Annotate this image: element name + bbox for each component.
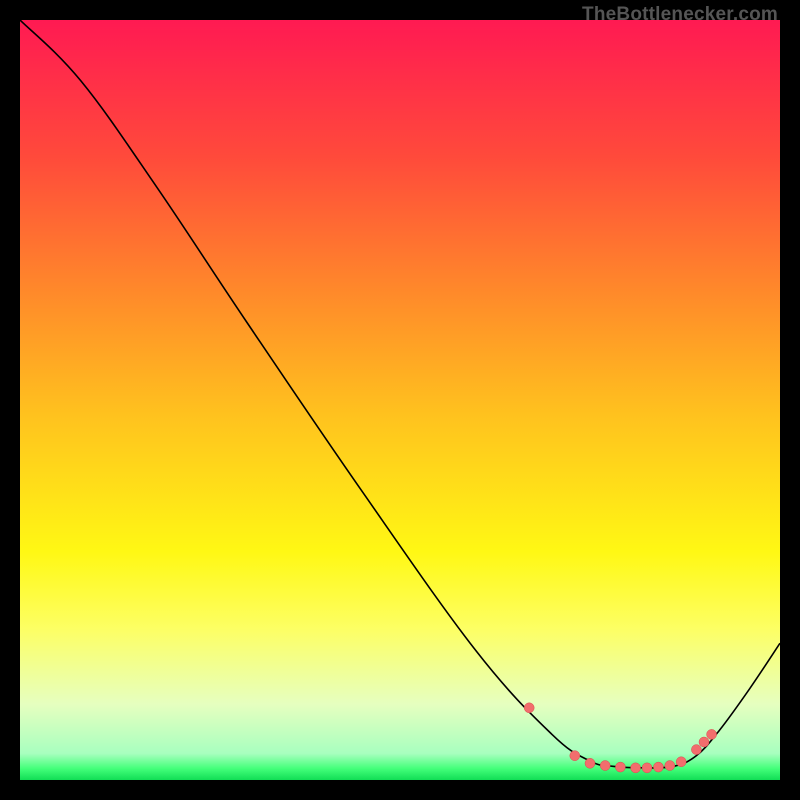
bottleneck-chart-svg bbox=[20, 20, 780, 780]
highlight-marker bbox=[699, 737, 709, 747]
gradient-background bbox=[20, 20, 780, 780]
highlight-marker bbox=[600, 761, 610, 771]
highlight-marker bbox=[676, 757, 686, 767]
highlight-marker bbox=[691, 745, 701, 755]
highlight-marker bbox=[631, 763, 641, 773]
highlight-marker bbox=[707, 729, 717, 739]
highlight-marker bbox=[524, 703, 534, 713]
highlight-marker bbox=[653, 762, 663, 772]
highlight-marker bbox=[570, 751, 580, 761]
highlight-marker bbox=[585, 758, 595, 768]
highlight-marker bbox=[642, 763, 652, 773]
chart-plot-area bbox=[20, 20, 780, 780]
highlight-marker bbox=[615, 762, 625, 772]
highlight-marker bbox=[665, 761, 675, 771]
